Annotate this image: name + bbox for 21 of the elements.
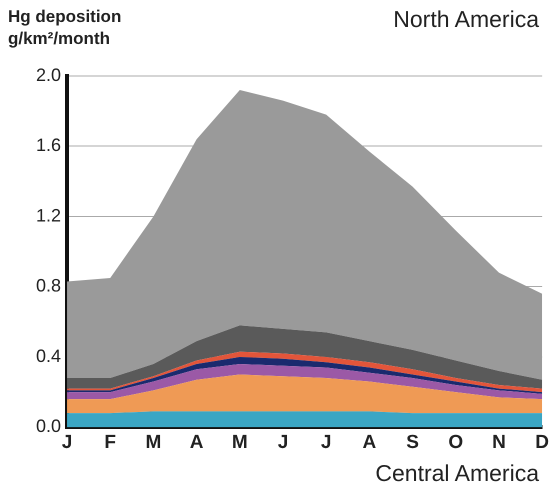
y-tick-label: 2.0 <box>36 64 62 85</box>
x-tick-label: J <box>278 432 288 453</box>
y-tick-label: 0.0 <box>36 416 62 436</box>
x-tick-label: M <box>232 432 248 453</box>
x-tick-label: M <box>145 432 162 453</box>
y-axis-title: Hg deposition g/km²/month <box>8 6 122 50</box>
x-tick-label: A <box>190 432 204 453</box>
x-tick-label: N <box>492 432 506 453</box>
text: Central America <box>375 460 539 487</box>
x-tick-label: F <box>104 432 116 453</box>
x-tick-label: O <box>448 432 464 453</box>
y-tick-label: 1.6 <box>36 135 62 156</box>
y-tick-label: 0.8 <box>36 276 62 296</box>
y-tick-label: 0.4 <box>36 346 62 366</box>
y-tick-label: 1.2 <box>36 205 62 226</box>
x-tick-label: A <box>362 432 376 453</box>
chart-title: North America <box>393 6 539 33</box>
x-tick-label: J <box>62 432 72 453</box>
x-tick-label: S <box>406 432 419 453</box>
x-tick-label: J <box>320 432 332 453</box>
x-tick-label: D <box>535 432 550 453</box>
